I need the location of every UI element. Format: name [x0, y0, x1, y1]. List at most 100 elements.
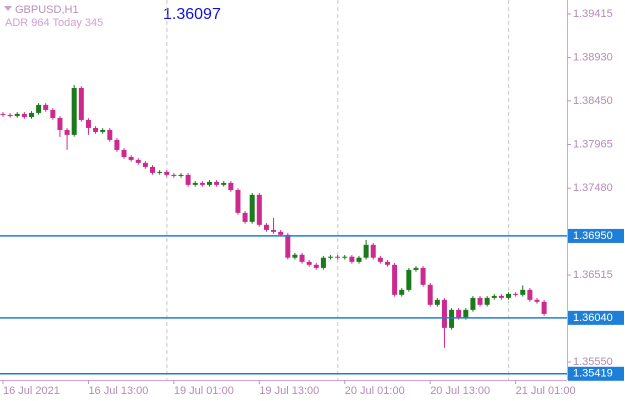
candle-body	[263, 224, 269, 230]
candle-body	[21, 113, 27, 117]
candle-body	[413, 267, 419, 270]
candle-body	[463, 309, 469, 318]
level-label: 1.35419	[573, 368, 613, 380]
level-box	[568, 310, 624, 325]
candle-body	[491, 295, 497, 298]
candle-body	[7, 114, 13, 116]
candle-body	[14, 113, 20, 116]
x-tick-label: 19 Jul 13:00	[259, 385, 319, 397]
candle-body	[484, 297, 490, 305]
candle-body	[328, 256, 334, 258]
symbol-label: GBPUSD,H1	[15, 4, 79, 16]
candle-body	[135, 159, 141, 163]
x-tick-label: 20 Jul 01:00	[345, 385, 405, 397]
y-tick-label: 1.37480	[573, 182, 613, 194]
candle-body	[441, 299, 447, 328]
candle-body	[85, 119, 91, 128]
x-tick-label: 21 Jul 01:00	[516, 385, 576, 397]
candle-body	[242, 212, 248, 222]
candle-body	[150, 166, 156, 173]
candle-body	[406, 269, 412, 290]
candle-body	[342, 256, 348, 258]
candle-body	[313, 264, 319, 268]
level-box	[568, 228, 624, 243]
candle-body	[214, 181, 220, 185]
candle-body	[128, 156, 134, 160]
candle-body	[377, 257, 383, 262]
candle-body	[285, 234, 291, 258]
candle-body	[363, 244, 369, 258]
candle-body	[299, 254, 305, 262]
level-label: 1.36950	[573, 230, 613, 242]
candle-body	[349, 256, 355, 262]
candle-body	[449, 309, 455, 328]
candle-body	[142, 162, 148, 167]
y-tick-label: 1.38930	[573, 52, 613, 64]
candle-body	[192, 182, 198, 185]
y-tick-label: 1.35550	[573, 356, 613, 368]
candle-body	[28, 112, 34, 117]
candle-body	[456, 309, 462, 318]
candle-body	[50, 109, 56, 118]
candle-body	[199, 182, 205, 185]
level-label: 1.36040	[573, 312, 613, 324]
candle-body	[249, 194, 255, 222]
candle-body	[178, 174, 184, 176]
candle-body	[114, 139, 120, 150]
candle-body	[57, 117, 63, 130]
candle-body	[427, 284, 433, 305]
y-tick-label: 1.37965	[573, 138, 613, 150]
candle-body	[93, 127, 99, 132]
y-tick-label: 1.36515	[573, 269, 613, 281]
candle-body	[235, 190, 241, 213]
candle-body	[306, 261, 312, 265]
candle-body	[320, 257, 326, 268]
candle-body	[271, 229, 277, 232]
candle-body	[434, 299, 440, 305]
candle-body	[157, 171, 163, 173]
candle-body	[520, 289, 526, 295]
x-tick-label: 19 Jul 01:00	[174, 385, 234, 397]
candle-body	[541, 301, 547, 314]
candle-body	[470, 297, 476, 310]
candle-body	[107, 129, 113, 140]
candle-body	[420, 267, 426, 285]
candle-body	[399, 289, 405, 295]
candle-body	[506, 293, 512, 298]
candle-body	[392, 264, 398, 295]
candle-body	[498, 295, 504, 298]
candle-body	[71, 87, 77, 135]
candle-body	[36, 104, 42, 113]
x-tick-label: 16 Jul 2021	[3, 385, 60, 397]
candle-body	[356, 257, 362, 262]
y-tick-label: 1.38450	[573, 95, 613, 107]
candle-body	[228, 182, 234, 190]
candle-body	[43, 104, 49, 110]
candle-body	[64, 129, 70, 135]
candle-body	[0, 113, 6, 115]
x-tick-label: 20 Jul 13:00	[430, 385, 490, 397]
candle-body	[221, 182, 227, 185]
adr-label: ADR 964 Today 345	[5, 17, 103, 29]
candle-body	[206, 181, 212, 185]
candle-body	[513, 293, 519, 295]
symbol-marker	[4, 6, 12, 11]
candle-body	[292, 254, 298, 258]
candle-body	[100, 129, 106, 132]
candle-body	[335, 256, 341, 258]
candle-body	[171, 174, 177, 176]
candle-body	[278, 231, 284, 235]
candle-body	[534, 299, 540, 302]
candle-body	[164, 171, 170, 175]
candle-body	[78, 87, 84, 120]
candle-body	[185, 174, 191, 185]
candle-body	[477, 297, 483, 305]
candle-body	[384, 261, 390, 265]
candle-body	[256, 194, 262, 225]
y-tick-label: 1.39415	[573, 8, 613, 20]
candle-body	[370, 244, 376, 258]
candle-body	[121, 149, 127, 157]
price-label: 1.36097	[163, 6, 221, 23]
